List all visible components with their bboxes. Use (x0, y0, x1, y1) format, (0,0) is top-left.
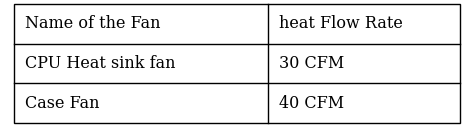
Text: CPU Heat sink fan: CPU Heat sink fan (25, 55, 176, 72)
Text: 30 CFM: 30 CFM (279, 55, 345, 72)
Text: Name of the Fan: Name of the Fan (25, 15, 161, 32)
Text: heat Flow Rate: heat Flow Rate (279, 15, 403, 32)
Text: 40 CFM: 40 CFM (279, 95, 345, 112)
Text: Case Fan: Case Fan (25, 95, 100, 112)
